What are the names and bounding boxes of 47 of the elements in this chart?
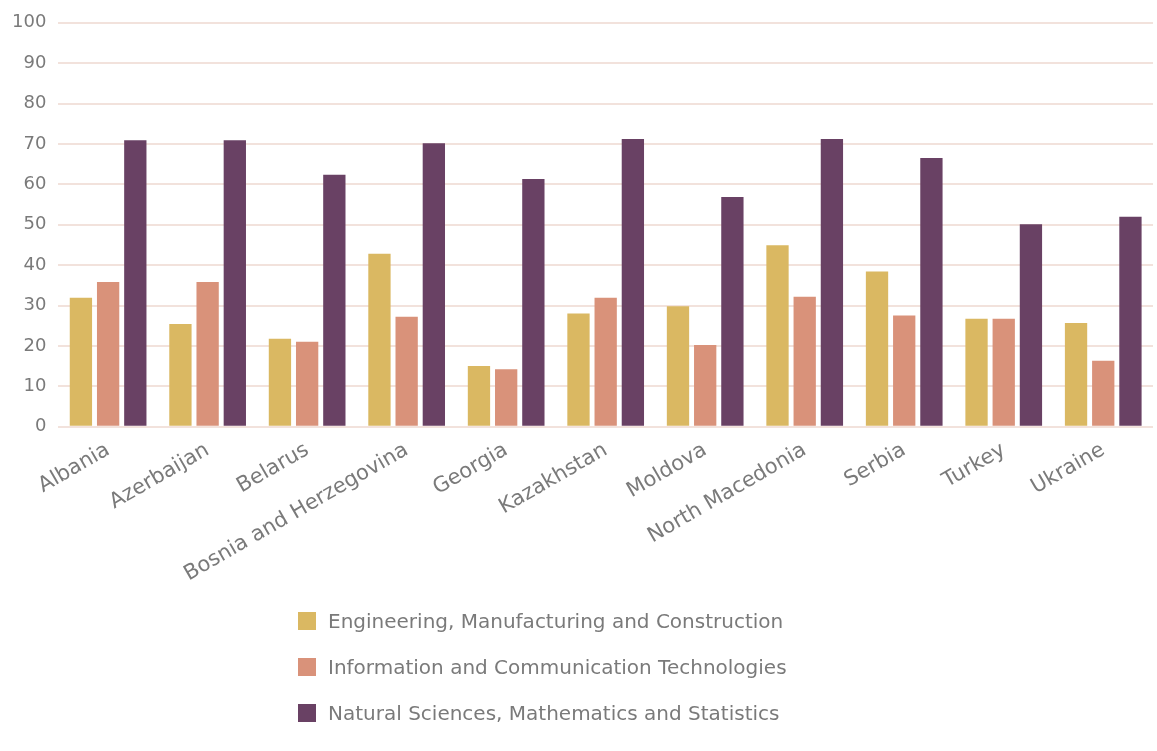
y-tick-label: 20	[23, 333, 47, 355]
bar	[920, 158, 943, 426]
bar	[467, 366, 491, 426]
y-tick-label: 70	[23, 131, 47, 153]
bar	[395, 316, 418, 426]
bar	[124, 140, 147, 426]
bar	[766, 245, 789, 426]
bar	[1019, 224, 1043, 426]
bar	[368, 253, 391, 426]
y-tick-label: 90	[23, 50, 47, 72]
legend-label: Engineering, Manufacturing and Construction	[328, 609, 784, 633]
bar	[1119, 216, 1142, 426]
bar	[721, 196, 744, 426]
bar	[295, 341, 319, 426]
bar	[495, 369, 518, 426]
bar	[621, 139, 645, 426]
bar	[196, 282, 219, 426]
bar	[323, 174, 346, 426]
bar	[169, 324, 192, 426]
y-tick-label: 100	[12, 10, 47, 32]
bar	[865, 271, 889, 426]
legend-label: Information and Communication Technologies	[328, 655, 787, 679]
bar	[820, 139, 844, 426]
bar	[965, 318, 988, 426]
bar	[1064, 322, 1088, 426]
y-tick-label: 80	[23, 91, 47, 113]
y-tick-label: 50	[23, 212, 47, 234]
bar	[268, 338, 292, 426]
y-tick-label: 10	[23, 373, 47, 395]
bar	[96, 282, 120, 426]
y-tick-label: 40	[23, 252, 47, 274]
y-tick-label: 60	[23, 172, 47, 194]
bar	[992, 318, 1015, 426]
bar	[567, 313, 590, 426]
bar	[1092, 360, 1115, 426]
bar	[666, 306, 690, 426]
bar	[594, 297, 617, 426]
bar	[522, 179, 545, 426]
bar	[694, 345, 717, 426]
y-tick-label: 30	[23, 293, 47, 315]
bar	[893, 315, 916, 426]
bar	[223, 140, 246, 426]
bar	[422, 143, 445, 426]
y-tick-label: 0	[34, 414, 47, 436]
legend-label: Natural Sciences, Mathematics and Statistics	[328, 701, 780, 725]
bar	[69, 297, 93, 426]
bar	[793, 296, 816, 426]
